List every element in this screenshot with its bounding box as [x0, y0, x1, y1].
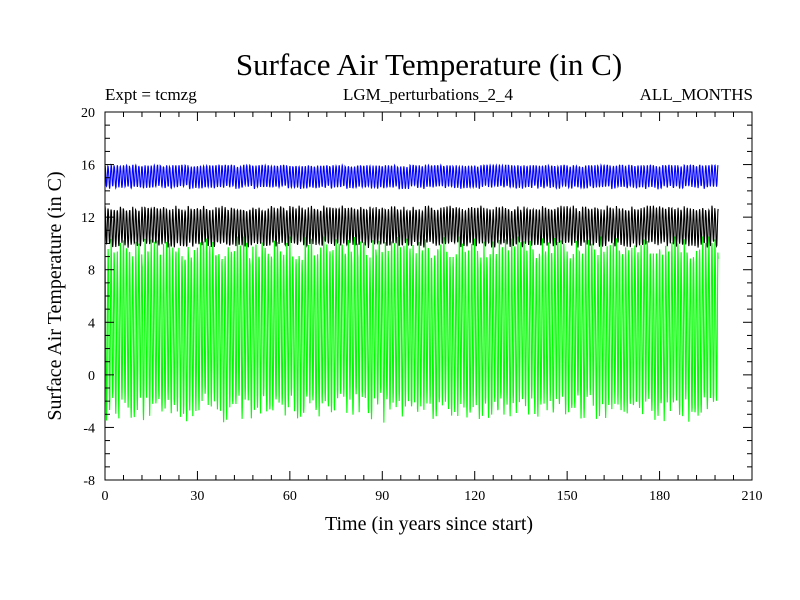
series-layer	[104, 163, 719, 423]
x-tick-label: 180	[649, 489, 670, 504]
axis-layer: 0 30 60 90 120 150 180 210 -8 -4 0 4 8 12 16 20	[81, 106, 763, 504]
series-line-blue-series	[104, 163, 719, 190]
chart-title: Surface Air Temperature (in C)	[236, 47, 622, 82]
x-axis-label: Time (in years since start)	[325, 513, 533, 535]
series-line-green-series	[104, 236, 719, 423]
x-tick-label: 60	[283, 489, 297, 504]
months-label: ALL_MONTHS	[640, 85, 753, 104]
x-tick-label: 120	[464, 489, 485, 504]
series-line-black-series	[104, 205, 719, 249]
y-tick-label: 4	[88, 316, 95, 331]
y-tick-label: -4	[83, 421, 95, 436]
y-tick-label: 0	[88, 369, 95, 384]
x-tick-label: 0	[102, 489, 109, 504]
y-tick-label: 8	[88, 264, 95, 279]
x-tick-label: 150	[557, 489, 578, 504]
x-tick-label: 30	[190, 489, 204, 504]
experiment-label: Expt = tcmzg	[105, 85, 197, 104]
perturbation-label: LGM_perturbations_2_4	[343, 85, 513, 104]
x-tick-label: 210	[742, 489, 763, 504]
y-tick-label: 12	[81, 211, 95, 226]
y-tick-label: 20	[81, 106, 95, 121]
x-tick-label: 90	[375, 489, 389, 504]
y-tick-label: -8	[83, 474, 95, 489]
y-tick-label: 16	[81, 159, 95, 174]
y-axis-label: Surface Air Temperature (in C)	[44, 171, 66, 420]
